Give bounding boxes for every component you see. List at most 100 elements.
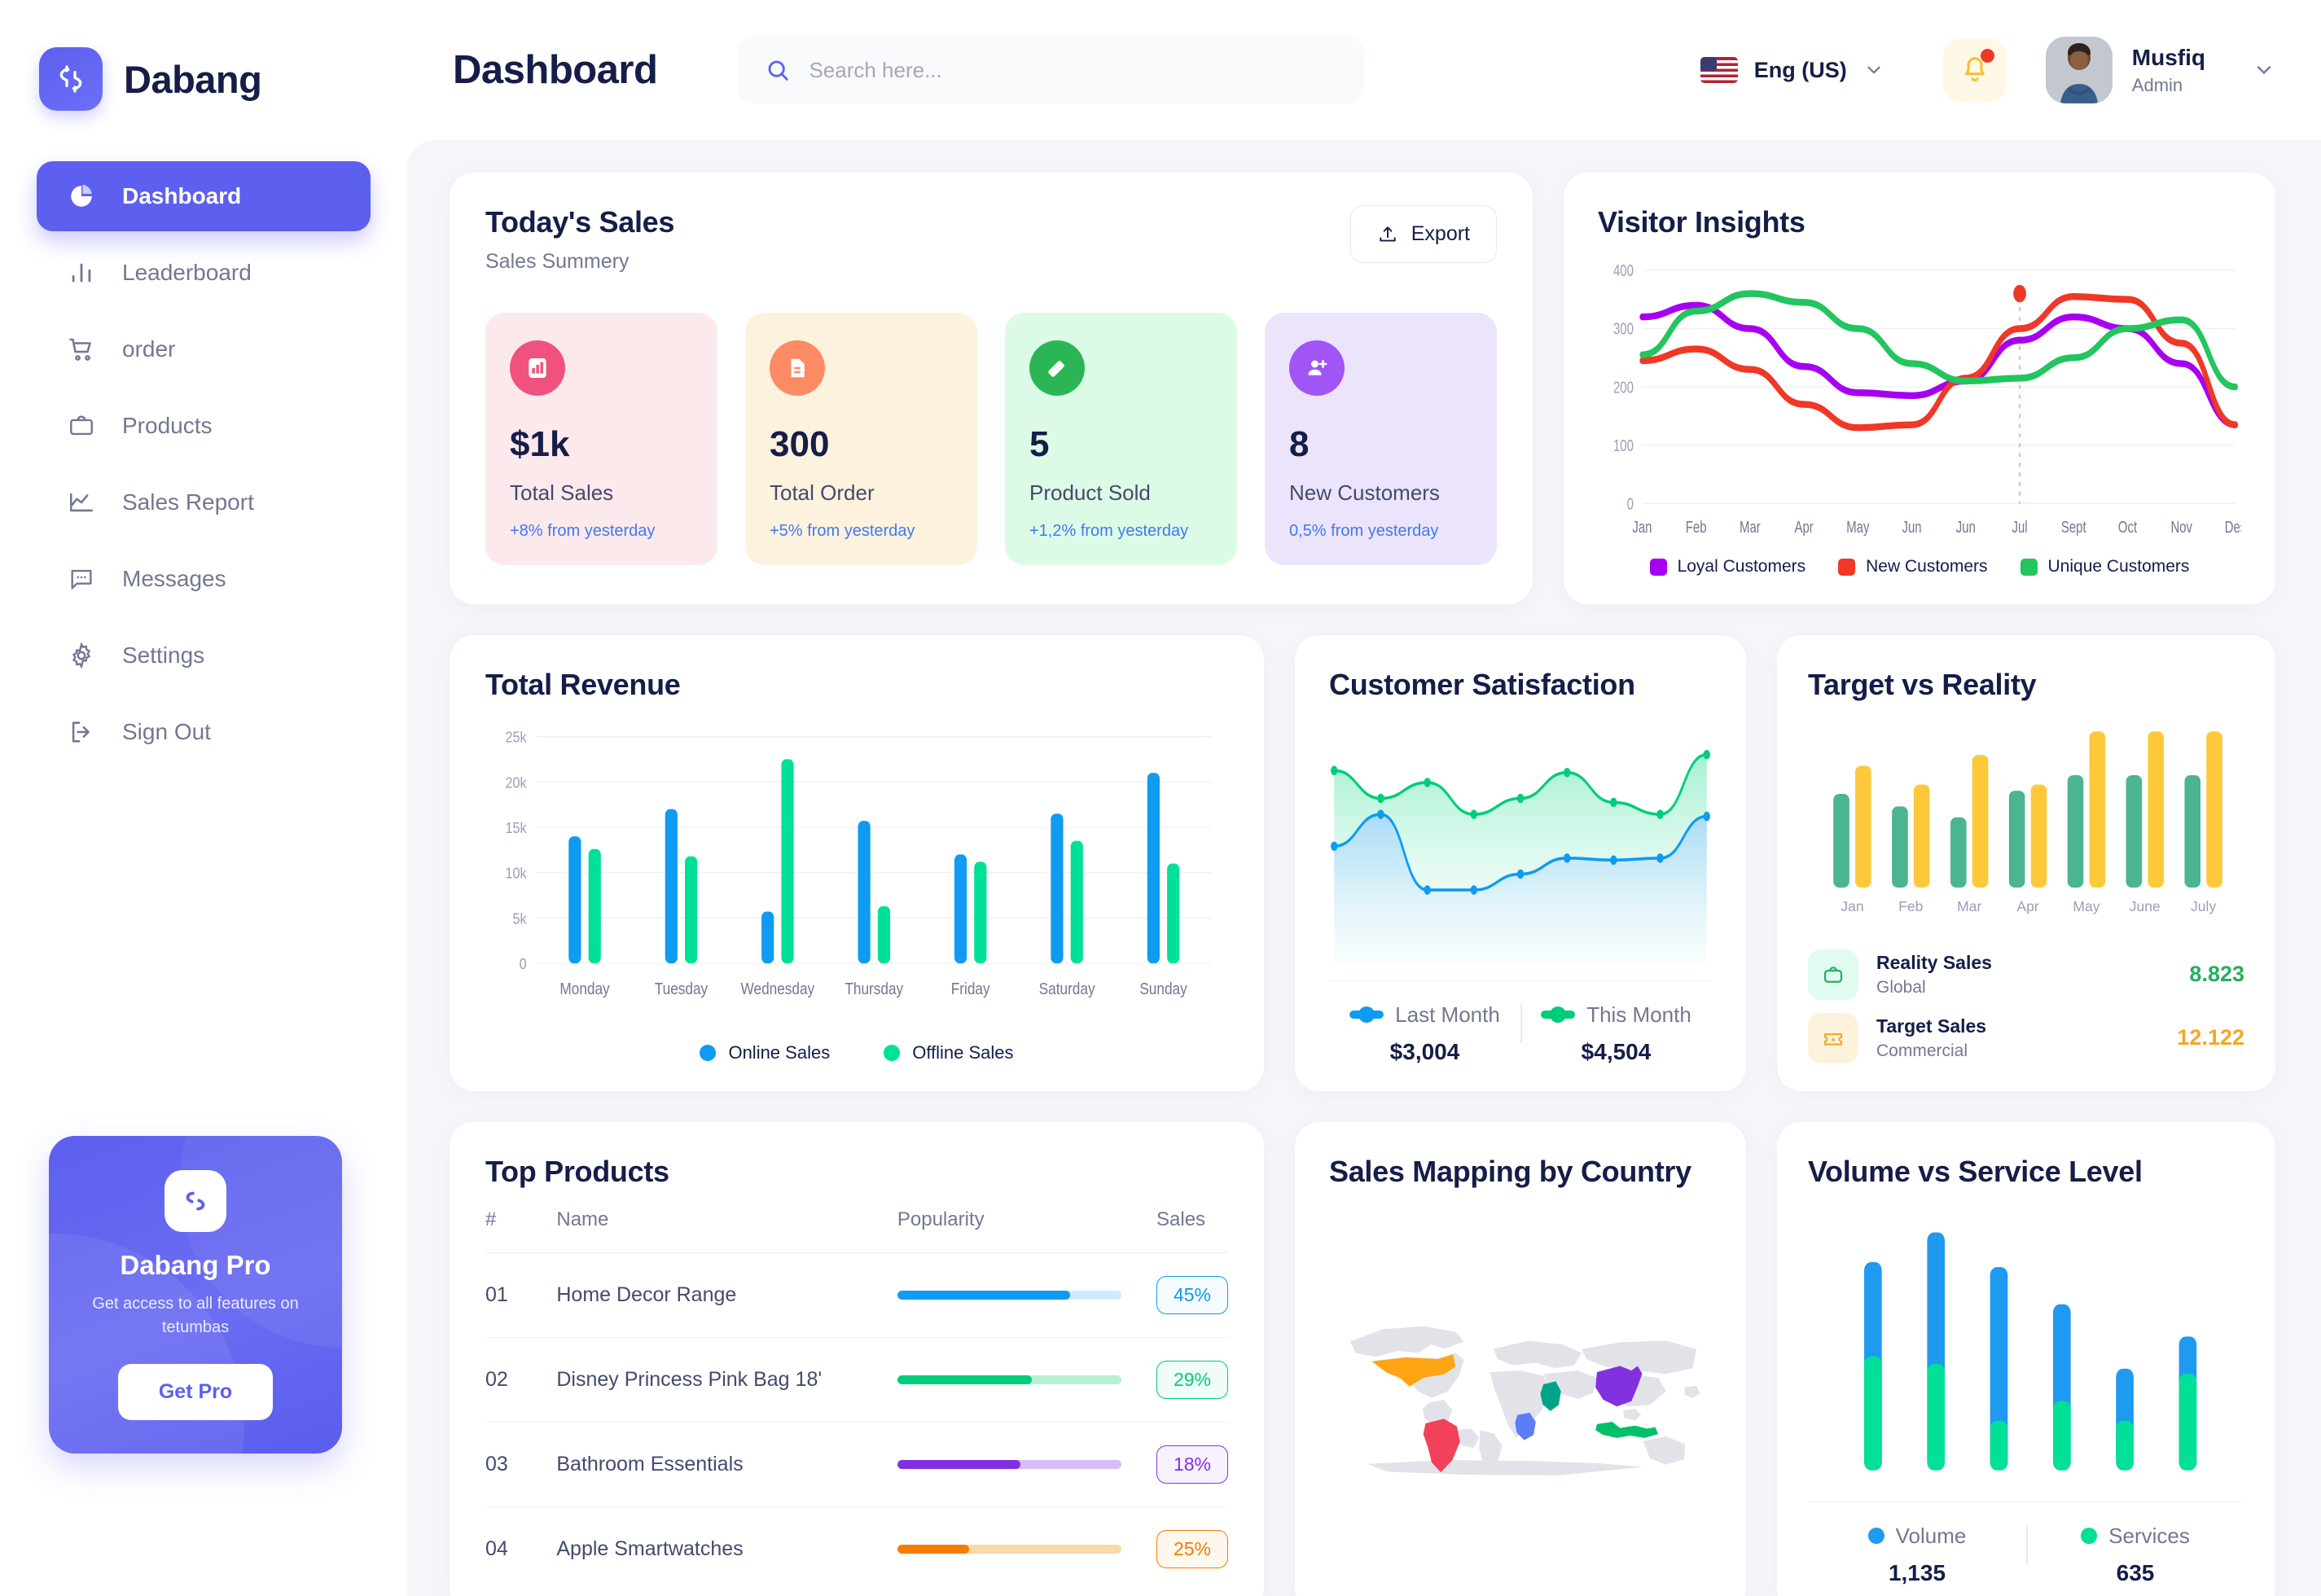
legend-item: Target Sales Commercial 12.122 [1808,1012,2244,1063]
summary-services: Services 635 [2026,1524,2244,1586]
stat-value: $1k [510,424,570,464]
stat-card-total-order: 300 Total Order +5% from yesterday [745,313,977,565]
svg-text:Feb: Feb [1898,898,1923,914]
product-number: 01 [485,1252,557,1338]
sidebar-item-label: Sales Report [122,489,254,515]
sidebar-item-label: order [122,336,176,362]
sidebar-item-products[interactable]: Products [37,391,371,461]
svg-text:25k: 25k [506,728,527,745]
page-title: Dashboard [453,48,658,92]
stat-delta: +1,2% from yesterday [1029,522,1189,540]
topbar-right: Eng (US) [1700,37,2275,103]
svg-text:Apr: Apr [1795,518,1814,537]
legend-item[interactable]: Online Sales [700,1042,830,1063]
sidebar-item-label: Products [122,413,213,438]
svg-text:10k: 10k [506,865,527,882]
stat-label: Total Sales [510,480,614,505]
column-header: Name [556,1208,609,1230]
country-brazil[interactable] [1423,1418,1460,1473]
legend-item[interactable]: Unique Customers [2020,557,2189,577]
stat-value: 5 [1029,424,1050,464]
product-number: 04 [485,1506,557,1591]
chevron-down-icon[interactable] [2253,59,2275,81]
topbar: Dashboard En [407,0,2321,140]
svg-text:May: May [1846,518,1869,537]
search-input[interactable] [809,57,1337,83]
popularity-bar-fill [897,1544,969,1554]
product-popularity [897,1252,1156,1338]
legend-item[interactable]: New Customers [1838,557,1988,577]
country-dr-congo[interactable] [1515,1413,1536,1441]
svg-text:Jun: Jun [1956,518,1976,537]
popularity-bar-fill [897,1459,1021,1469]
status-badge: 29% [1156,1360,1228,1399]
country-china[interactable] [1595,1366,1643,1407]
card-title: Visitor Insights [1598,205,1805,239]
legend-value: 8.823 [2189,962,2244,987]
volume-service-summary: Volume 1,135 Services 635 [1808,1501,2244,1586]
table-row[interactable]: 03 Bathroom Essentials 18% [485,1421,1228,1507]
popularity-bar [897,1459,1121,1469]
popularity-bar-fill [897,1375,1032,1384]
sidebar-item-messages[interactable]: Messages [37,544,371,614]
search-box[interactable] [737,36,1365,104]
brand-name: Dabang [124,57,262,101]
user-menu[interactable]: Musfiq Admin [2045,37,2275,103]
sidebar-item-sales-report[interactable]: Sales Report [37,467,371,537]
svg-text:Sept: Sept [2061,518,2086,537]
sidebar-item-dashboard[interactable]: Dashboard [37,161,371,231]
product-number: 03 [485,1421,557,1507]
legend-label: Online Sales [728,1041,831,1063]
legend-item[interactable]: Offline Sales [884,1042,1014,1063]
card-title: Target vs Reality [1808,668,2037,701]
svg-text:15k: 15k [506,819,527,836]
product-popularity [897,1506,1156,1591]
svg-text:Tuesday: Tuesday [655,980,709,998]
legend-sublabel: Commercial [1876,1041,1968,1061]
dabang-logo-icon [39,47,103,111]
product-number: 02 [485,1336,557,1423]
country-saudi-arabia[interactable] [1540,1381,1561,1412]
notifications-button[interactable] [1942,38,2007,102]
legend-item[interactable]: Loyal Customers [1649,557,1805,577]
total-revenue-card: Total Revenue 0 5k 10k 15k 20k 25k Monday Tuesd… [450,635,1264,1091]
user-role: Admin [2131,74,2183,95]
stat-card-total-sales: $1k Total Sales +8% from yesterday [485,313,717,565]
customer-satisfaction-card: Customer Satisfaction Last Month $3,004 [1295,635,1746,1091]
table-row[interactable]: 02 Disney Princess Pink Bag 18' 29% [485,1336,1228,1423]
legend-swatch [884,1044,901,1061]
sidebar-item-leaderboard[interactable]: Leaderboard [37,238,371,308]
card-title: Top Products [485,1154,669,1188]
customer-satisfaction-chart [1329,723,1712,966]
promo-card: Dabang Pro Get access to all features on… [49,1136,342,1454]
logout-icon [64,714,99,750]
product-name: Disney Princess Pink Bag 18' [556,1336,897,1423]
sidebar-item-label: Settings [122,642,205,668]
product-popularity [897,1421,1156,1507]
svg-text:400: 400 [1613,261,1634,280]
legend-swatch [2081,1528,2098,1545]
table-row[interactable]: 04 Apple Smartwatches 25% [485,1506,1228,1591]
svg-text:Sunday: Sunday [1139,980,1187,998]
sidebar-item-sign-out[interactable]: Sign Out [37,697,371,767]
export-button[interactable]: Export [1349,205,1497,263]
target-legend: Reality Sales Global 8.823 Target Sales [1808,949,2244,1063]
column-header: Popularity [897,1208,985,1230]
top-products-table: # Name Popularity Sales 01 Home Decor Ran… [485,1208,1228,1591]
language-selector[interactable]: Eng (US) [1700,57,1884,83]
legend-label: New Customers [1866,557,1988,576]
svg-text:Mar: Mar [1957,898,1981,914]
product-popularity [897,1336,1156,1423]
brand[interactable]: Dabang [0,34,407,124]
product-sales: 29% [1156,1336,1228,1423]
legend-swatch [1541,1011,1576,1019]
country-united-states[interactable] [1371,1354,1456,1388]
dabang-logo-icon [165,1170,226,1232]
column-header: # [485,1208,497,1230]
country-indonesia[interactable] [1595,1422,1659,1439]
sidebar-item-settings[interactable]: Settings [37,620,371,691]
get-pro-button[interactable]: Get Pro [117,1364,274,1420]
table-row[interactable]: 01 Home Decor Range 45% [485,1252,1228,1338]
sidebar-item-order[interactable]: order [37,314,371,384]
